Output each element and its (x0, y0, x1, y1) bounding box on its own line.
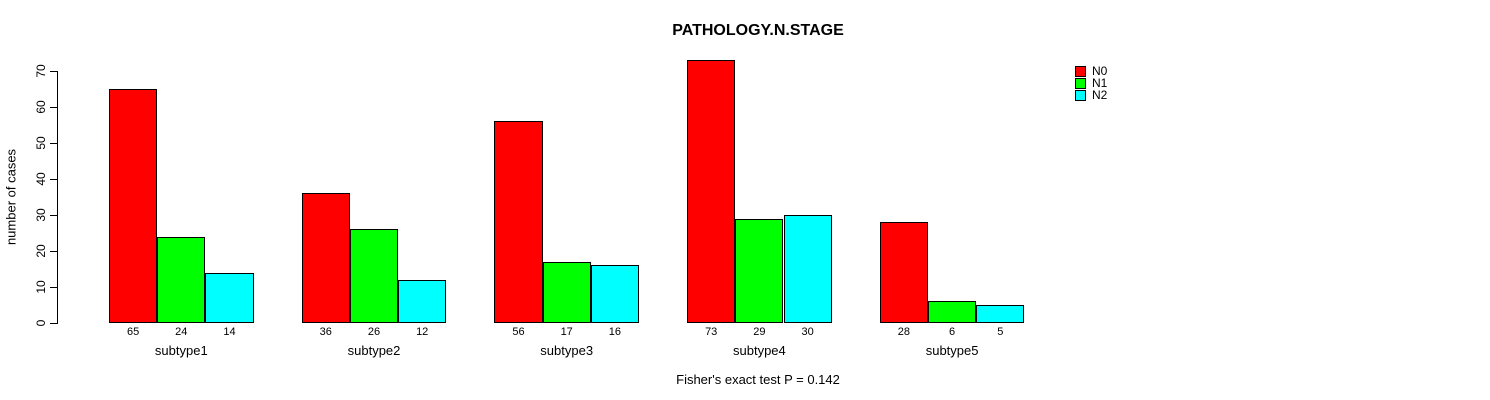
y-axis-tick (50, 215, 57, 216)
bar-value-label: 30 (801, 326, 814, 338)
bar-n0-subtype4 (687, 60, 736, 323)
bar-value-label: 14 (223, 326, 236, 338)
y-tick-label: 20 (34, 244, 48, 258)
y-axis-tick (50, 287, 57, 288)
x-category-label: subtype3 (540, 343, 594, 358)
legend-item-n2: N2 (1075, 89, 1107, 101)
y-axis-tick (50, 71, 57, 72)
bar-n1-subtype3 (542, 261, 591, 323)
x-category-label: subtype1 (154, 343, 208, 358)
x-category-label: subtype5 (925, 343, 979, 358)
bar-n0-subtype1 (109, 89, 158, 323)
bar-n2-subtype1 (205, 272, 254, 323)
bar-n0-subtype5 (879, 222, 928, 323)
bar-value-label: 16 (608, 326, 622, 338)
x-category-label: subtype2 (347, 343, 401, 358)
bar-n0-subtype2 (301, 193, 350, 323)
bar-value-label: 65 (126, 326, 140, 338)
y-tick-label: 60 (34, 100, 48, 114)
annotation-text: Fisher's exact test P = 0.142 (676, 372, 840, 387)
bar-value-label: 56 (512, 326, 525, 338)
bar-value-label: 24 (175, 326, 188, 338)
bar-n2-subtype2 (398, 279, 447, 323)
y-axis-line (57, 71, 58, 324)
x-category-label: subtype4 (733, 343, 786, 358)
bar-n1-subtype5 (928, 301, 977, 323)
legend-item-n1: N1 (1075, 77, 1107, 89)
bar-value-label: 36 (319, 326, 332, 338)
legend-swatch-n0 (1075, 65, 1086, 77)
legend-label: N1 (1092, 76, 1108, 90)
legend-swatch-n1 (1075, 77, 1086, 89)
legend-swatch-n2 (1075, 89, 1086, 101)
y-axis-tick (50, 143, 57, 144)
bar-n1-subtype2 (349, 229, 399, 323)
y-axis-tick (50, 179, 57, 180)
legend-label: N2 (1092, 88, 1108, 102)
y-axis-tick (50, 251, 57, 252)
y-tick-label: 30 (34, 208, 48, 222)
bar-n0-subtype3 (494, 121, 543, 323)
legend: N0 N1 N2 (1075, 65, 1107, 101)
bar-value-label: 12 (416, 326, 429, 338)
legend-label: N0 (1092, 64, 1108, 78)
bar-n2-subtype3 (590, 265, 639, 323)
y-tick-label: 0 (34, 319, 48, 327)
bar-n1-subtype1 (157, 236, 206, 323)
y-tick-label: 10 (34, 280, 48, 294)
legend-item-n0: N0 (1075, 65, 1107, 77)
bar-value-label: 28 (897, 326, 911, 338)
y-tick-label: 40 (34, 172, 48, 186)
bar-n2-subtype4 (783, 215, 832, 323)
bar-n1-subtype4 (735, 218, 784, 323)
bar-value-label: 26 (367, 326, 381, 338)
bar-value-label: 29 (753, 326, 766, 338)
bar-value-label: 6 (949, 326, 956, 338)
y-tick-label: 70 (34, 64, 48, 78)
bar-value-label: 73 (705, 326, 718, 338)
y-axis-tick (50, 323, 57, 324)
bar-value-label: 17 (560, 326, 573, 338)
y-axis-tick (50, 107, 57, 108)
chart-title: PATHOLOGY.N.STAGE (672, 22, 844, 39)
bar-value-label: 5 (997, 326, 1004, 338)
y-tick-label: 50 (34, 136, 48, 150)
bar-n2-subtype5 (976, 305, 1025, 323)
